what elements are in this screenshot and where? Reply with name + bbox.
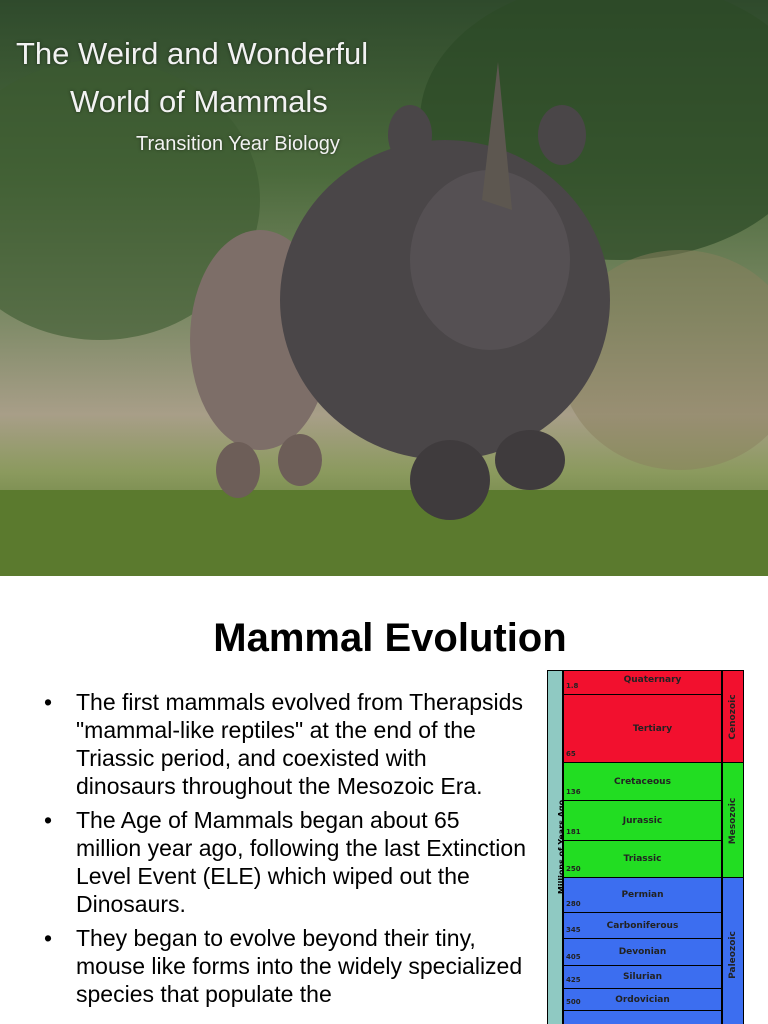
era-cell: Cenozoic: [723, 671, 743, 762]
period: Quaternary: [564, 671, 721, 694]
era-cell: Paleozoic: [723, 878, 743, 1024]
title-line: The Weird and Wonderful: [16, 36, 369, 71]
period: Silurian: [564, 966, 721, 988]
period: Jurassic: [564, 801, 721, 840]
subtitle: Transition Year Biology: [136, 133, 340, 155]
period: Tertiary: [564, 695, 721, 762]
era-label: Paleozoic: [728, 930, 738, 979]
boundary-age: 280: [566, 900, 581, 908]
bullet: They began to evolve beyond their tiny, …: [44, 924, 528, 1008]
era-cell: Mesozoic: [723, 763, 743, 877]
bullet: The Age of Mammals began about 65 millio…: [44, 806, 528, 918]
boundary-age: 181: [566, 828, 581, 836]
era-label: Cenozoic: [728, 694, 738, 740]
bullet: The first mammals evolved from Therapsid…: [44, 688, 528, 800]
period: Ordovician: [564, 989, 721, 1010]
period: Cretaceous: [564, 763, 721, 800]
axis-strip: [548, 671, 562, 1024]
period: Carboniferous: [564, 913, 721, 938]
boundary-age: 425: [566, 976, 581, 984]
boundary-age: 65: [566, 750, 576, 758]
period: Permian: [564, 878, 721, 912]
period: Devonian: [564, 939, 721, 965]
bullet-list: The first mammals evolved from Therapsid…: [44, 688, 528, 1014]
boundary-age: 250: [566, 865, 581, 873]
geologic-timescale: Millions of Years Ago Quaternary Tertiary C…: [547, 670, 744, 1024]
boundary-age: 1.8: [566, 682, 579, 690]
boundary-age: 500: [566, 998, 581, 1006]
boundary-age: 345: [566, 926, 581, 934]
rhino-photo: [0, 0, 768, 576]
title-line: World of Mammals: [70, 84, 328, 119]
period: Cambrian: [564, 1011, 721, 1024]
era-label: Mesozoic: [728, 797, 738, 844]
period: Triassic: [564, 841, 721, 877]
boundary-age: 405: [566, 953, 581, 961]
content-slide: Mammal Evolution The first mammals evolv…: [0, 576, 768, 1024]
slide-title: Mammal Evolution: [213, 616, 567, 660]
boundary-age: 136: [566, 788, 581, 796]
title-slide: The Weird and Wonderful World of Mammals…: [0, 0, 768, 576]
